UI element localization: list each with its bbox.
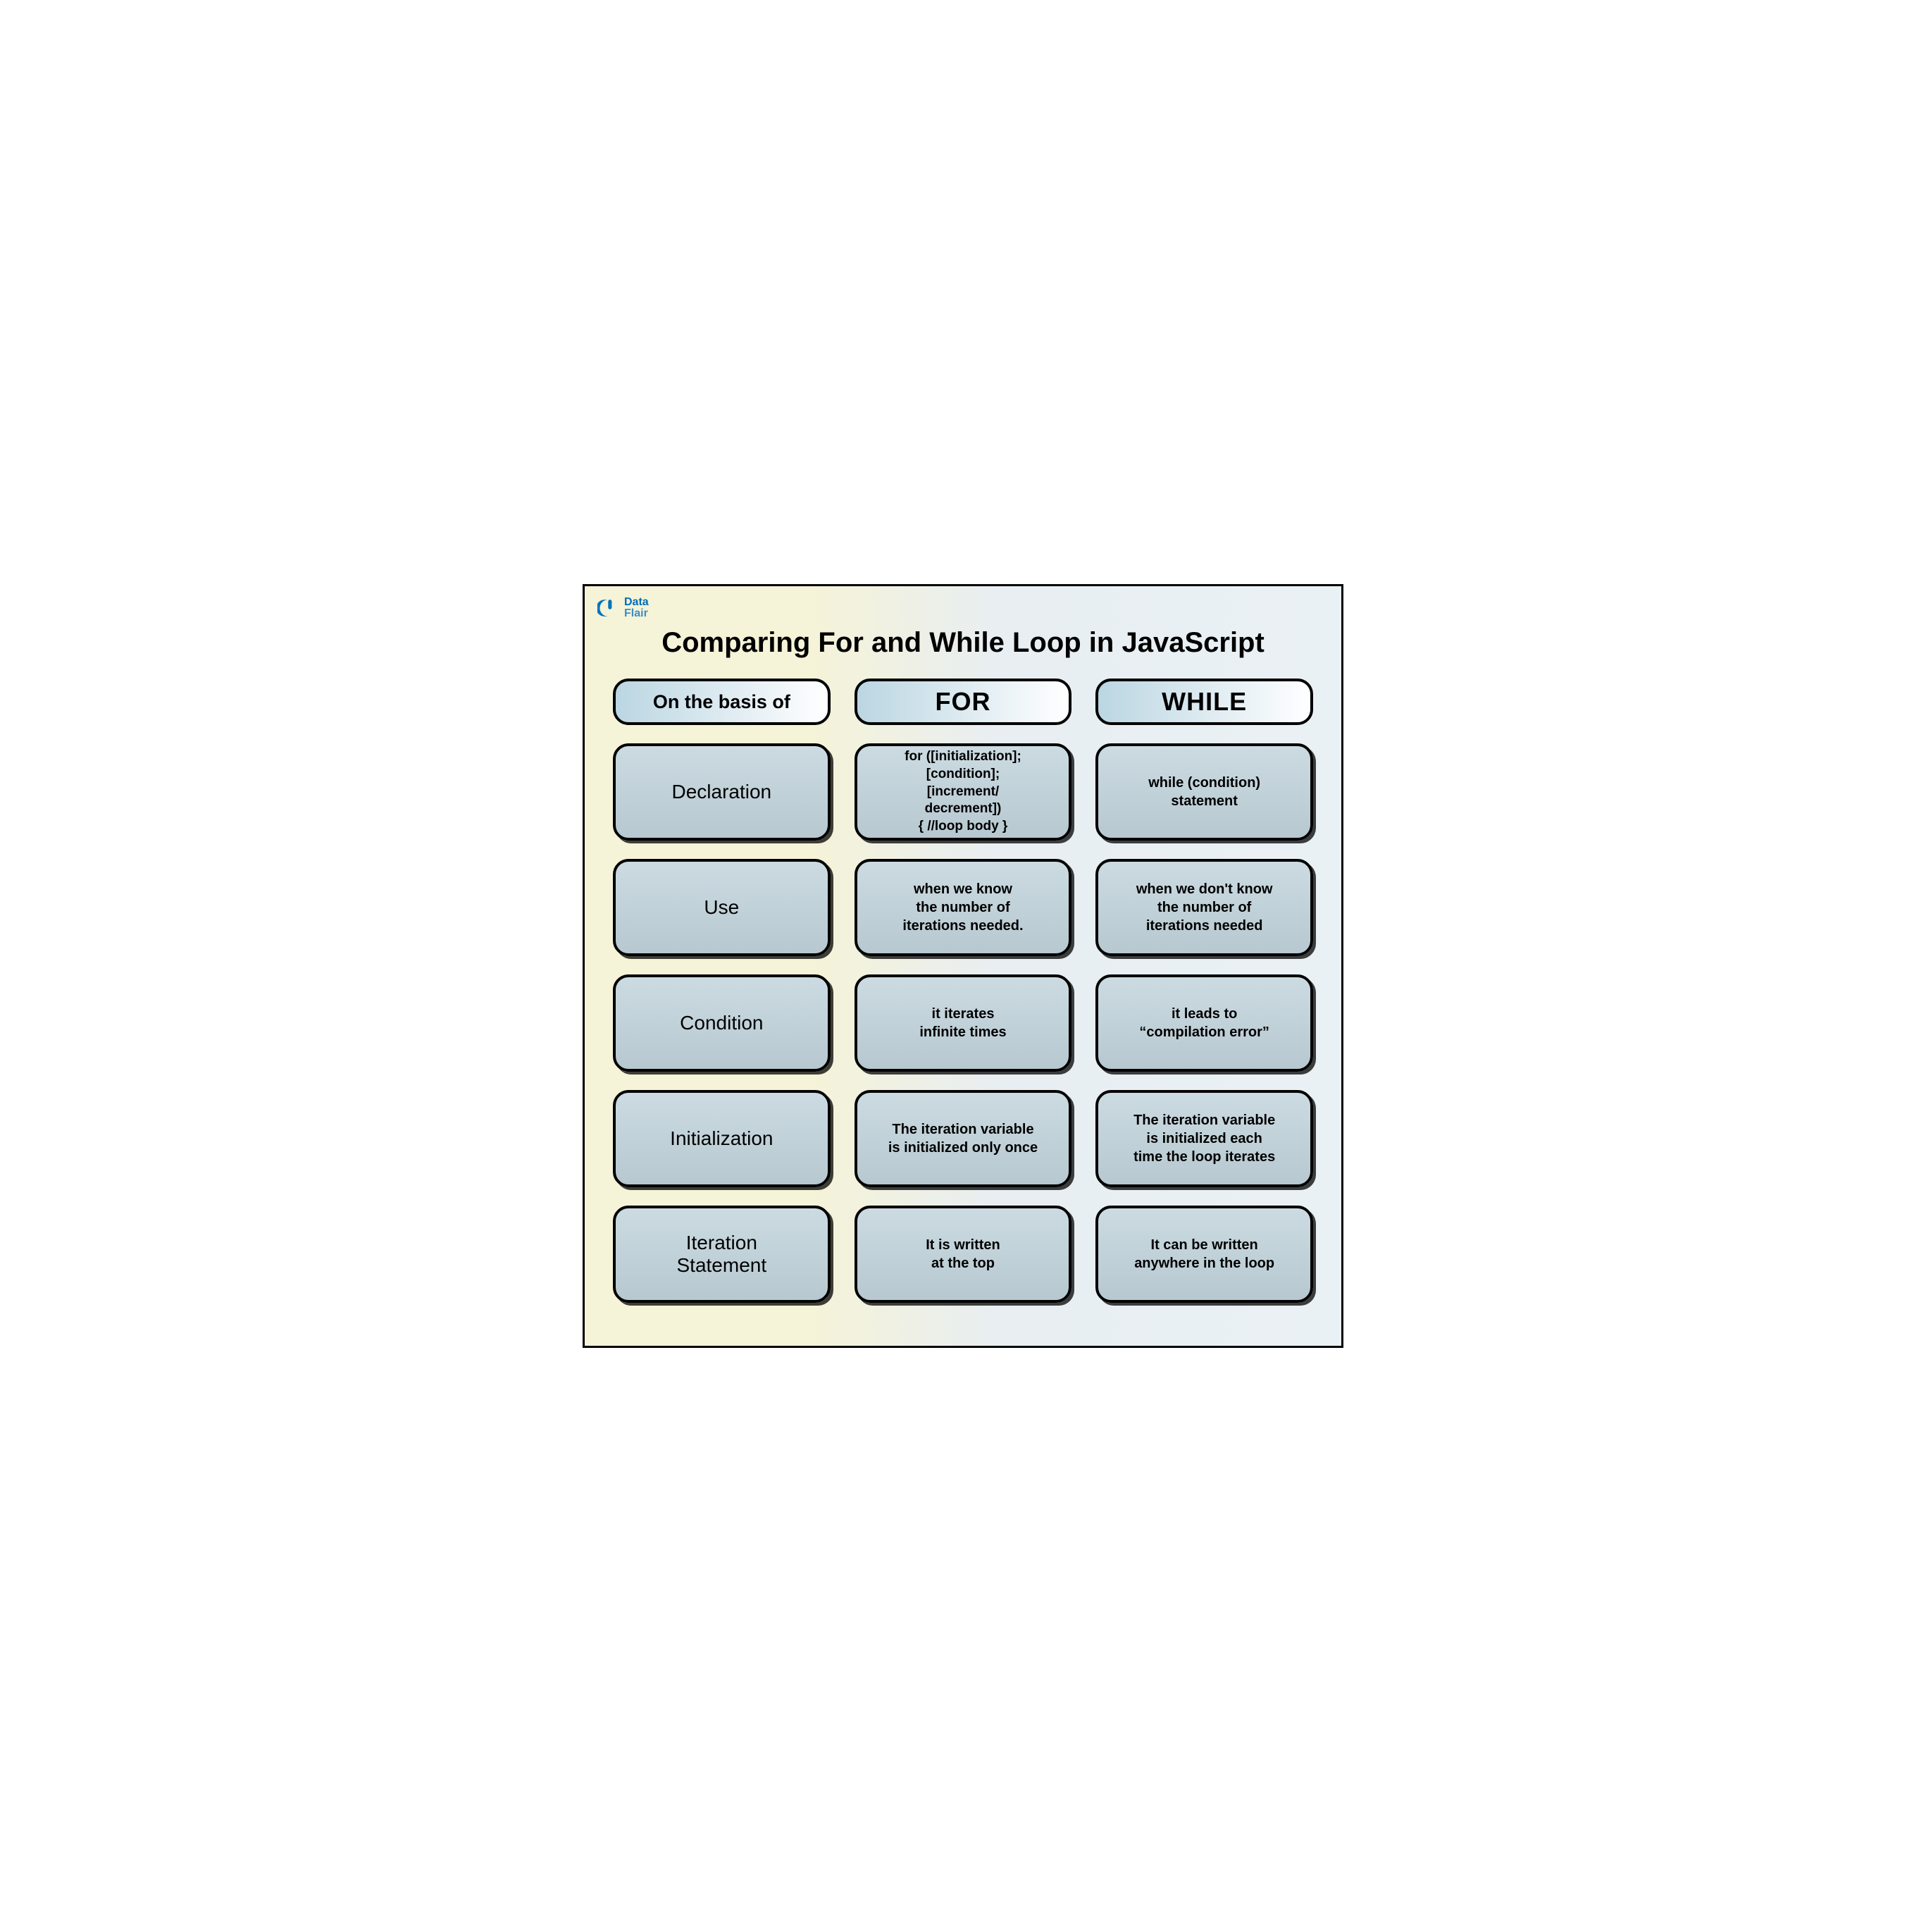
row-for: for ([initialization];[condition];[incre…	[855, 743, 1072, 841]
brand-logo: Data Flair	[597, 596, 649, 620]
page-title: Comparing For and While Loop in JavaScri…	[613, 627, 1313, 659]
row-for: It is writtenat the top	[855, 1206, 1072, 1303]
row-label: Declaration	[613, 743, 831, 841]
header-while: WHILE	[1095, 679, 1313, 725]
row-label: IterationStatement	[613, 1206, 831, 1303]
logo-text: Data Flair	[624, 597, 649, 619]
logo-icon	[597, 596, 621, 620]
row-while: it leads to“compilation error”	[1095, 974, 1313, 1072]
comparison-grid: On the basis of FOR WHILE Declaration fo…	[613, 679, 1313, 1303]
row-label: Initialization	[613, 1090, 831, 1187]
header-basis: On the basis of	[613, 679, 831, 725]
logo-line1: Data	[624, 597, 649, 608]
row-while: while (condition)statement	[1095, 743, 1313, 841]
infographic-canvas: Data Flair Comparing For and While Loop …	[583, 584, 1343, 1348]
header-for: FOR	[855, 679, 1072, 725]
row-while: when we don't knowthe number ofiteration…	[1095, 859, 1313, 956]
row-for: it iteratesinfinite times	[855, 974, 1072, 1072]
row-while: It can be writtenanywhere in the loop	[1095, 1206, 1313, 1303]
row-label: Condition	[613, 974, 831, 1072]
row-label: Use	[613, 859, 831, 956]
row-while: The iteration variableis initialized eac…	[1095, 1090, 1313, 1187]
logo-line2: Flair	[624, 608, 649, 619]
row-for: The iteration variableis initialized onl…	[855, 1090, 1072, 1187]
row-for: when we knowthe number ofiterations need…	[855, 859, 1072, 956]
